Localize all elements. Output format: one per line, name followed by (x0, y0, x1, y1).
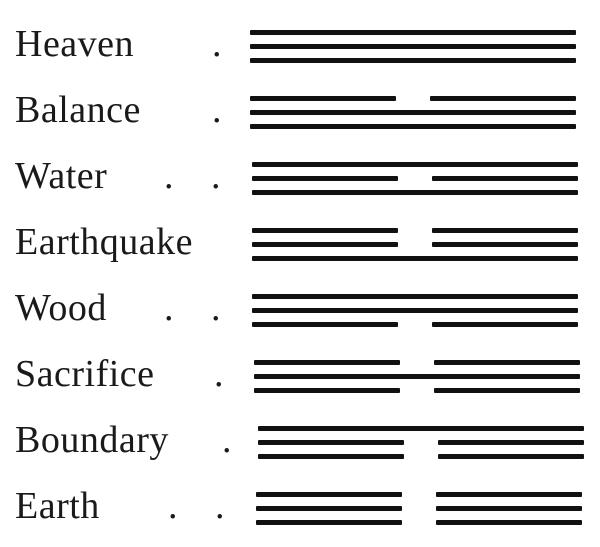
line-segment (252, 256, 578, 261)
trigram-symbol-sacrifice (254, 354, 584, 398)
broken-line (256, 520, 586, 525)
line-segment-right (436, 506, 582, 511)
solid-line (250, 124, 580, 129)
line-segment-right (436, 520, 582, 525)
line-segment-right (432, 322, 578, 327)
line-segment-left (258, 440, 404, 445)
line-segment-right (430, 96, 576, 101)
line-segment-left (256, 492, 402, 497)
line-segment-left (250, 96, 396, 101)
leader-dots: . . (164, 155, 235, 197)
broken-line (252, 176, 582, 181)
line-segment-right (432, 242, 578, 247)
leader-dots: . (212, 23, 236, 65)
line-segment-left (256, 520, 402, 525)
solid-line (258, 426, 588, 431)
solid-line (250, 30, 580, 35)
trigram-symbol-heaven (250, 24, 580, 68)
trigram-row-earth: Earth . . (0, 476, 600, 542)
broken-line (254, 388, 584, 393)
trigram-name: Sacrifice (15, 353, 155, 395)
solid-line (252, 294, 582, 299)
trigram-name: Boundary (15, 419, 169, 461)
leader-dots: . (212, 89, 236, 131)
line-segment-right (432, 228, 578, 233)
line-segment (250, 44, 576, 49)
line-segment (254, 374, 580, 379)
trigram-row-sacrifice: Sacrifice . (0, 344, 600, 410)
line-segment-right (438, 440, 584, 445)
solid-line (250, 110, 580, 115)
trigram-row-earthquake: Earthquake (0, 212, 600, 278)
solid-line (254, 374, 584, 379)
broken-line (254, 360, 584, 365)
broken-line (252, 242, 582, 247)
line-segment-right (436, 492, 582, 497)
leader-dots: . (214, 353, 238, 395)
leader-dots: . (222, 419, 246, 461)
leader-dots: . . (164, 287, 235, 329)
line-segment-left (254, 388, 400, 393)
trigram-symbol-earthquake (252, 222, 582, 266)
line-segment (252, 308, 578, 313)
line-segment (252, 162, 578, 167)
line-segment-left (256, 506, 402, 511)
broken-line (256, 506, 586, 511)
trigram-row-boundary: Boundary . (0, 410, 600, 476)
line-segment-left (258, 454, 404, 459)
trigram-name: Wood (15, 287, 107, 329)
broken-line (256, 492, 586, 497)
solid-line (252, 190, 582, 195)
line-segment (258, 426, 584, 431)
trigram-row-wood: Wood . . (0, 278, 600, 344)
trigram-row-water: Water . . (0, 146, 600, 212)
trigram-row-heaven: Heaven . (0, 14, 600, 80)
trigram-name: Earthquake (15, 221, 194, 263)
broken-line (250, 96, 580, 101)
trigram-name: Water (15, 155, 108, 197)
broken-line (258, 440, 588, 445)
trigram-symbol-wood (252, 288, 582, 332)
line-segment-left (252, 176, 398, 181)
trigram-symbol-water (252, 156, 582, 200)
trigram-name: Heaven (15, 23, 135, 65)
trigram-symbol-boundary (258, 420, 588, 464)
solid-line (250, 44, 580, 49)
trigram-name: Balance (15, 89, 141, 131)
trigram-name: Earth (15, 485, 100, 527)
line-segment (250, 30, 576, 35)
line-segment (250, 124, 576, 129)
leader-dots: . . (168, 485, 239, 527)
solid-line (250, 58, 580, 63)
line-segment (252, 294, 578, 299)
solid-line (252, 256, 582, 261)
broken-line (252, 322, 582, 327)
line-segment-right (434, 388, 580, 393)
line-segment (250, 58, 576, 63)
solid-line (252, 162, 582, 167)
line-segment-right (434, 360, 580, 365)
trigram-symbol-balance (250, 90, 580, 134)
line-segment-right (438, 454, 584, 459)
line-segment-left (254, 360, 400, 365)
trigram-symbol-earth (256, 486, 586, 530)
broken-line (252, 228, 582, 233)
broken-line (258, 454, 588, 459)
line-segment (252, 190, 578, 195)
line-segment (250, 110, 576, 115)
solid-line (252, 308, 582, 313)
line-segment-right (432, 176, 578, 181)
line-segment-left (252, 242, 398, 247)
line-segment-left (252, 322, 398, 327)
trigram-row-balance: Balance . (0, 80, 600, 146)
line-segment-left (252, 228, 398, 233)
